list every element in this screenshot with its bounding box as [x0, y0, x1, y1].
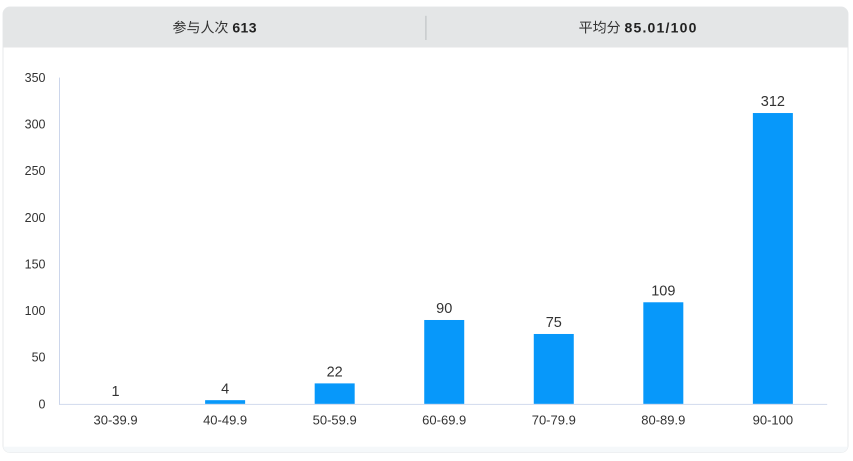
svg-text:70-79.9: 70-79.9: [532, 413, 576, 428]
svg-text:4: 4: [221, 381, 229, 397]
svg-text:50-59.9: 50-59.9: [313, 413, 357, 428]
svg-text:1: 1: [112, 384, 120, 400]
svg-text:85.01/100: 85.01/100: [625, 19, 698, 35]
svg-text:613: 613: [232, 19, 257, 35]
svg-text:60-69.9: 60-69.9: [422, 413, 466, 428]
svg-text:312: 312: [761, 94, 785, 110]
svg-text:350: 350: [25, 71, 46, 85]
svg-text:90-100: 90-100: [753, 413, 793, 428]
svg-text:0: 0: [39, 397, 46, 411]
svg-text:75: 75: [546, 315, 562, 331]
svg-text:109: 109: [651, 283, 675, 299]
svg-text:22: 22: [327, 364, 343, 380]
svg-text:30-39.9: 30-39.9: [94, 413, 138, 428]
svg-text:300: 300: [25, 118, 46, 132]
svg-text:90: 90: [436, 301, 452, 317]
svg-text:250: 250: [25, 164, 46, 178]
svg-text:40-49.9: 40-49.9: [203, 413, 247, 428]
svg-text:200: 200: [25, 211, 46, 225]
svg-text:150: 150: [25, 257, 46, 271]
svg-text:100: 100: [25, 304, 46, 318]
svg-text:50: 50: [32, 351, 46, 365]
svg-text:80-89.9: 80-89.9: [641, 413, 685, 428]
